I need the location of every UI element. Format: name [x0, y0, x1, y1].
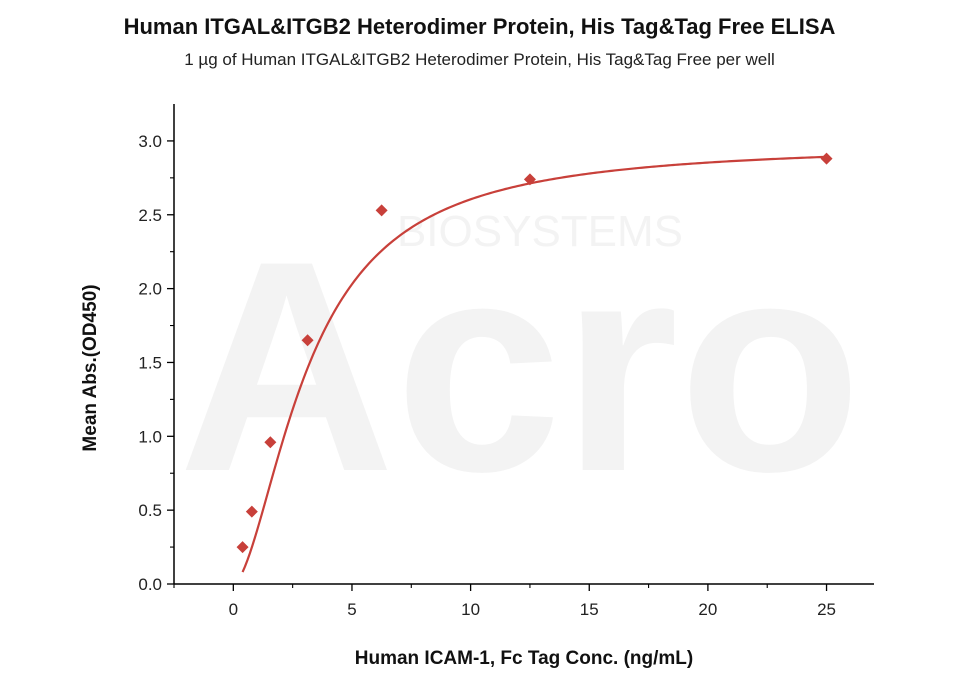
ticks: 0.0 0.5 1.0 1.5 2.0 2.5 3.0 0 5 10 15 20 25	[138, 132, 836, 619]
data-point	[820, 152, 833, 165]
y-tick-label: 1.0	[138, 427, 162, 446]
data-point	[523, 173, 536, 186]
data-point	[375, 204, 388, 217]
x-tick-label: 0	[229, 600, 238, 619]
watermark-logo: Acro	[178, 198, 862, 534]
fit-curve	[241, 155, 827, 573]
y-tick-label: 3.0	[138, 132, 162, 151]
data-points	[236, 152, 833, 554]
x-tick-label: 25	[817, 600, 836, 619]
data-point	[245, 505, 258, 518]
y-tick-label: 1.5	[138, 353, 162, 372]
data-point	[301, 334, 314, 347]
chart-title: Human ITGAL&ITGB2 Heterodimer Protein, H…	[123, 14, 836, 39]
y-tick-label: 0.0	[138, 575, 162, 594]
y-tick-label: 0.5	[138, 501, 162, 520]
x-tick-label: 20	[698, 600, 717, 619]
data-point	[264, 436, 277, 449]
axes	[173, 104, 874, 585]
x-tick-label: 15	[580, 600, 599, 619]
x-tick-label: 10	[461, 600, 480, 619]
y-axis-label: Mean Abs.(OD450)	[80, 284, 101, 451]
chart-subtitle: 1 µg of Human ITGAL&ITGB2 Heterodimer Pr…	[184, 50, 775, 69]
x-axis-label: Human ICAM-1, Fc Tag Conc. (ng/mL)	[355, 648, 693, 669]
data-point	[236, 541, 249, 554]
watermark-sub: BIOSYSTEMS	[397, 207, 683, 256]
x-tick-label: 5	[347, 600, 356, 619]
watermark: BIOSYSTEMS Acro	[178, 198, 862, 534]
y-tick-label: 2.5	[138, 206, 162, 225]
y-tick-label: 2.0	[138, 280, 162, 299]
